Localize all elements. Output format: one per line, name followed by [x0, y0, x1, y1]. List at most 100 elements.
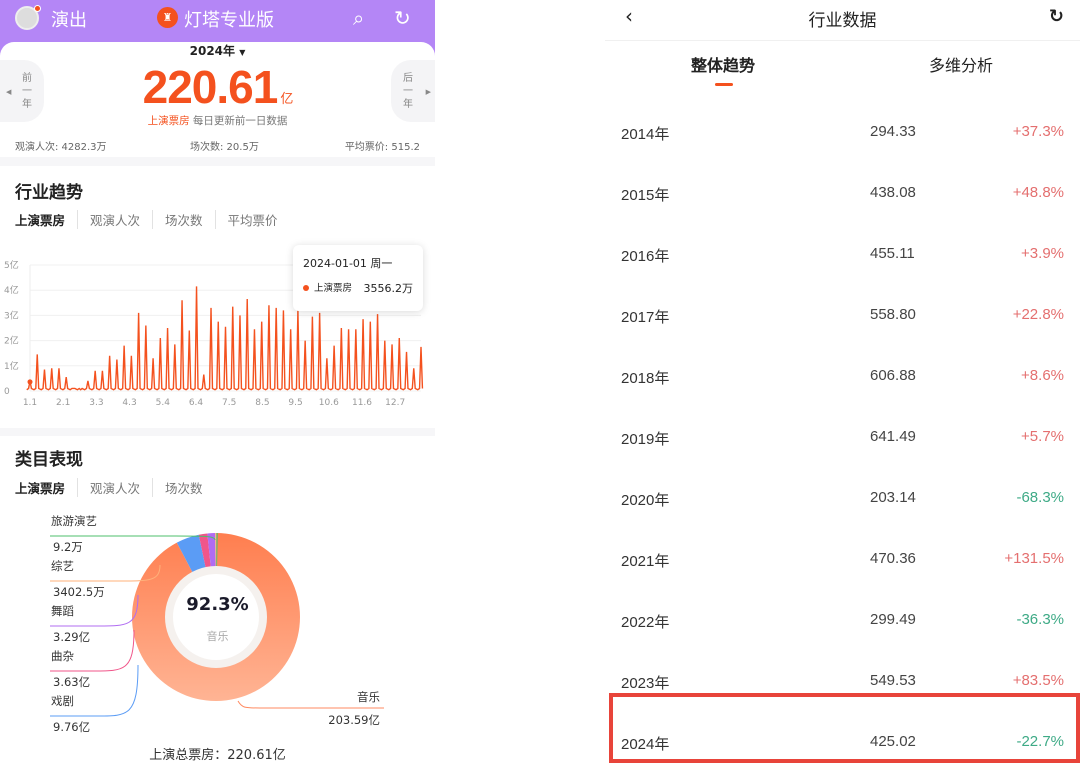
- row-year: 2024年: [621, 736, 670, 753]
- refresh-icon[interactable]: ↻: [1048, 6, 1064, 27]
- leader-line: [50, 594, 139, 627]
- x-tick-label: 1.1: [23, 398, 37, 408]
- row-change: +131.5%: [1004, 550, 1064, 567]
- stat-avg-price: 平均票价: 515.2: [344, 142, 420, 153]
- row-year: 2021年: [621, 553, 670, 570]
- arrow-right-icon: ▶: [425, 88, 431, 96]
- left-panel: 演出 ♜ 灯塔专业版 ⌕ ↻ 2024年 ▼ ◀ 前一年 后一年 ▶ 220.61 亿…: [0, 0, 435, 769]
- table-row[interactable]: 2024年 425.02 -22.7%: [605, 720, 1080, 781]
- box-office-value: 220.61: [142, 61, 279, 113]
- tooltip-value: 3556.2万: [363, 282, 414, 295]
- summary-card: 2024年 ▼ ◀ 前一年 后一年 ▶ 220.61 亿 上演票房 每日更新前一日数据…: [0, 42, 435, 157]
- y-tick-label: 5亿: [4, 259, 19, 271]
- row-change: +83.5%: [1012, 672, 1064, 689]
- x-tick-label: 12.7: [385, 398, 405, 408]
- avatar[interactable]: [15, 5, 41, 30]
- trend-tabs: 上演票房 观演人次 场次数 平均票价: [15, 210, 290, 229]
- slice-value-label: 203.59亿: [328, 713, 380, 727]
- table-row[interactable]: 2014年 294.33 +37.3%: [605, 110, 1080, 171]
- tab-box-office[interactable]: 上演票房: [15, 213, 66, 228]
- refresh-icon[interactable]: ↻: [394, 6, 411, 30]
- tab-box-office[interactable]: 上演票房: [15, 481, 66, 496]
- row-value: 470.36: [870, 550, 916, 567]
- donut-slice[interactable]: [176, 534, 207, 576]
- table-row[interactable]: 2023年 549.53 +83.5%: [605, 659, 1080, 720]
- tab-avg-price[interactable]: 平均票价: [214, 210, 290, 229]
- brand-name: 灯塔专业版: [184, 10, 274, 31]
- slice-name-label: 综艺: [51, 559, 74, 573]
- donut-slice[interactable]: [216, 533, 218, 571]
- slice-name-label: 舞蹈: [51, 604, 74, 618]
- prev-year-button[interactable]: ◀ 前一年: [0, 60, 44, 122]
- x-tick-label: 4.3: [122, 398, 136, 408]
- x-tick-label: 8.5: [255, 398, 269, 408]
- slice-name-label: 曲杂: [51, 649, 74, 663]
- table-row[interactable]: 2018年 606.88 +8.6%: [605, 354, 1080, 415]
- row-change: +37.3%: [1012, 123, 1064, 140]
- trend-line-chart[interactable]: 0 1亿 2亿 3亿 4亿 5亿 1.1 2.1 3.3 4.3 5.4 6.4 7.5 8.5 9.5 10…: [0, 245, 435, 415]
- chart-tooltip: 2024-01-01 周一 上演票房 3556.2万: [293, 245, 423, 311]
- row-change: +5.7%: [1021, 428, 1064, 445]
- box-office-unit: 亿: [280, 91, 293, 106]
- box-office-total: 220.61 亿: [0, 60, 435, 114]
- tab-audience[interactable]: 观演人次: [77, 210, 152, 229]
- category-title: 类目表现: [15, 450, 83, 470]
- row-change: +48.8%: [1012, 184, 1064, 201]
- divider: [605, 40, 1080, 41]
- slice-value-label: 3.63亿: [53, 675, 90, 689]
- y-tick-label: 2亿: [4, 335, 19, 347]
- leader-line: [237, 700, 384, 709]
- highlight-box: [609, 693, 1080, 763]
- box-office-label: 上演票房: [147, 115, 190, 127]
- row-change: -22.7%: [1016, 733, 1064, 750]
- x-tick-label: 5.4: [156, 398, 171, 408]
- back-icon[interactable]: ‹: [625, 4, 633, 28]
- row-change: +3.9%: [1021, 245, 1064, 262]
- slice-value-label: 9.2万: [53, 540, 83, 554]
- table-row[interactable]: 2021年 470.36 +131.5%: [605, 537, 1080, 598]
- table-row[interactable]: 2016年 455.11 +3.9%: [605, 232, 1080, 293]
- stat-sessions: 场次数: 20.5万: [190, 142, 259, 153]
- row-value: 299.49: [870, 611, 916, 628]
- next-year-button[interactable]: 后一年 ▶: [391, 60, 435, 122]
- y-tick-label: 1亿: [4, 360, 19, 372]
- table-row[interactable]: 2020年 203.14 -68.3%: [605, 476, 1080, 537]
- tab-overall-trend[interactable]: 整体趋势: [691, 56, 756, 75]
- table-row[interactable]: 2022年 299.49 -36.3%: [605, 598, 1080, 659]
- table-row[interactable]: 2019年 641.49 +5.7%: [605, 415, 1080, 476]
- right-panel: ‹ 行业数据 ↻ 整体趋势 多维分析 2014年 294.33 +37.3% 2015…: [605, 0, 1080, 769]
- table-row[interactable]: 2015年 438.08 +48.8%: [605, 171, 1080, 232]
- arrow-left-icon: ◀: [6, 88, 12, 96]
- donut-center-percent: 92.3%: [186, 594, 249, 615]
- table-row[interactable]: 2017年 558.80 +22.8%: [605, 293, 1080, 354]
- row-change: +8.6%: [1021, 367, 1064, 384]
- tab-multi-analysis[interactable]: 多维分析: [929, 56, 994, 75]
- category-tabs: 上演票房 观演人次 场次数: [15, 478, 215, 497]
- donut-slice[interactable]: [131, 533, 301, 701]
- year-selector[interactable]: 2024年 ▼: [0, 42, 435, 59]
- row-year: 2017年: [621, 309, 670, 326]
- lighthouse-logo-icon: ♜: [157, 7, 178, 28]
- row-value: 606.88: [870, 367, 916, 384]
- tab-sessions[interactable]: 场次数: [152, 210, 215, 229]
- tooltip-date: 2024-01-01 周一: [303, 257, 393, 270]
- tooltip-series: 上演票房: [314, 283, 353, 294]
- donut-center-label: 音乐: [206, 630, 229, 643]
- row-year: 2023年: [621, 675, 670, 692]
- update-note: 每日更新前一日数据: [192, 115, 288, 127]
- donut-slice[interactable]: [207, 533, 216, 571]
- donut-slice[interactable]: [198, 533, 212, 572]
- slice-value-label: 3402.5万: [53, 585, 105, 599]
- slice-value-label: 3.29亿: [53, 630, 90, 644]
- tab-audience[interactable]: 观演人次: [77, 478, 152, 497]
- row-change: -36.3%: [1016, 611, 1064, 628]
- leader-line: [50, 664, 139, 717]
- donut-slice[interactable]: [215, 533, 217, 571]
- x-tick-label: 7.5: [222, 398, 236, 408]
- tab-sessions[interactable]: 场次数: [152, 478, 215, 497]
- donut-inner-ring: [165, 566, 267, 668]
- y-tick-label: 3亿: [4, 309, 19, 321]
- search-icon[interactable]: ⌕: [353, 6, 365, 30]
- slice-name-label: 音乐: [357, 690, 380, 704]
